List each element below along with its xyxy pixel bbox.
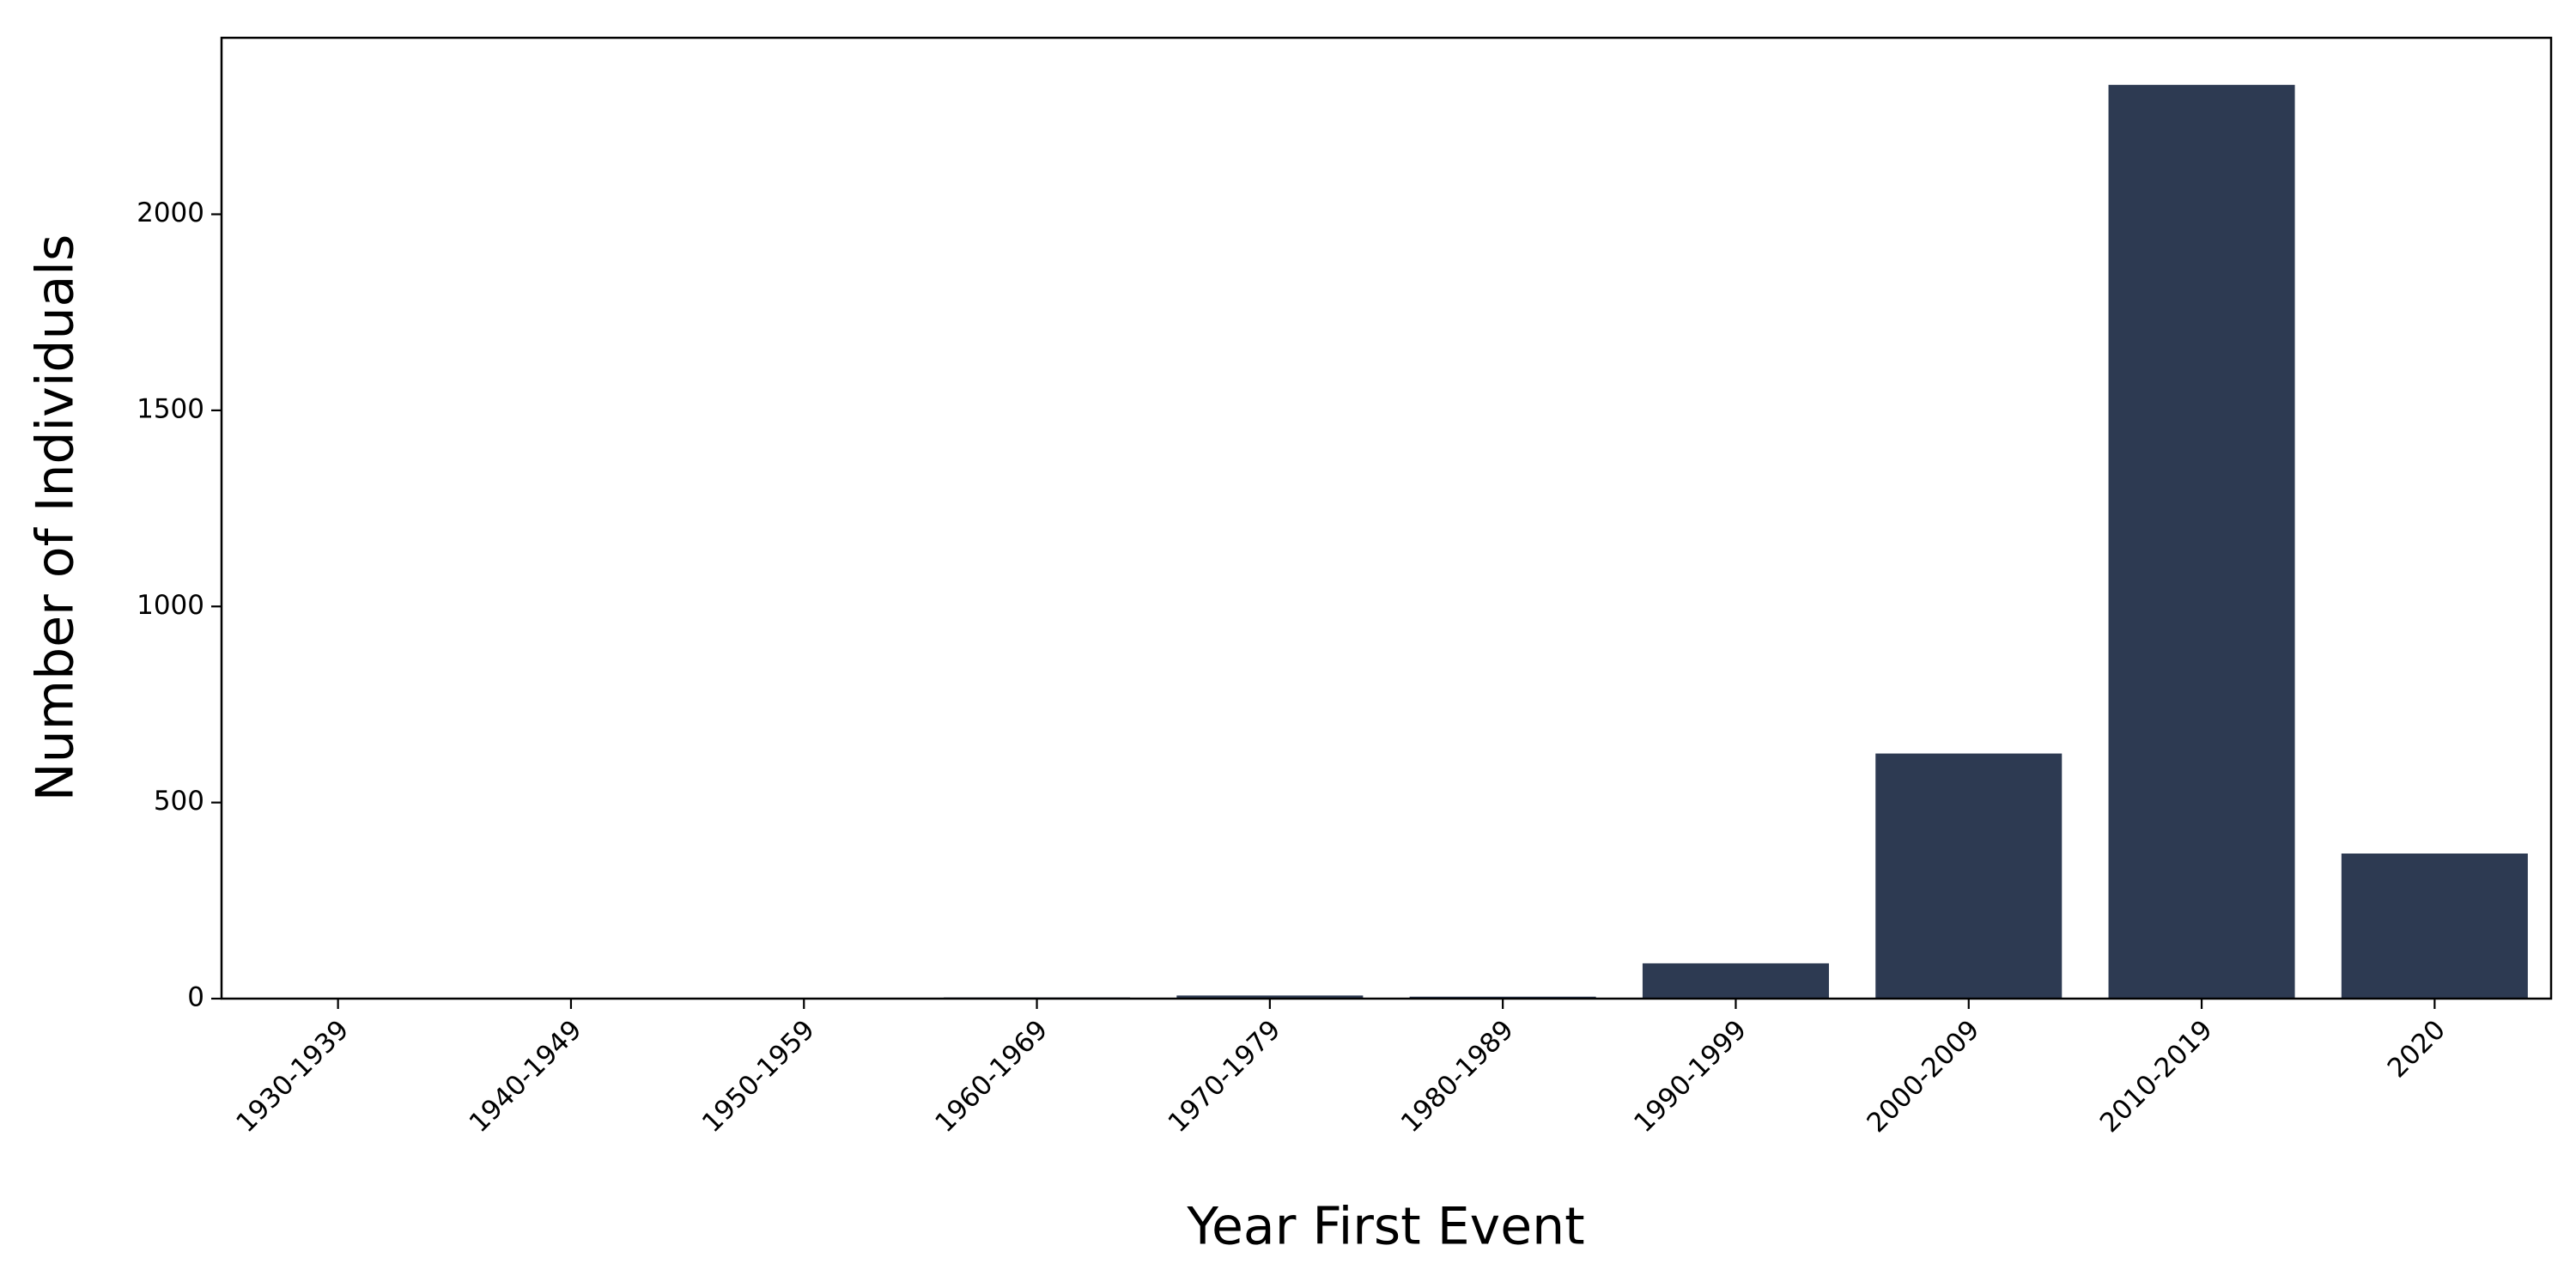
x-tick-label: 2010-2019: [2094, 1014, 2219, 1139]
x-tick-label: 1930-1939: [230, 1014, 355, 1139]
y-tick-label: 1500: [137, 393, 204, 424]
y-tick-label: 2000: [137, 197, 204, 228]
x-tick-label: 1980-1989: [1395, 1014, 1520, 1139]
y-tick-label: 0: [187, 982, 204, 1013]
x-tick-label: 1990-1999: [1628, 1014, 1753, 1139]
bar: [1875, 753, 2063, 999]
x-tick-label: 2000-2009: [1861, 1014, 1985, 1139]
bar: [2108, 84, 2295, 999]
bar: [1642, 963, 1829, 999]
x-tick-label: 2020: [2382, 1014, 2451, 1084]
y-tick-label: 500: [154, 786, 204, 817]
y-axis-label: Number of Individuals: [26, 234, 86, 801]
plot-frame: [220, 36, 2553, 1000]
x-tick-label: 1940-1949: [464, 1014, 588, 1139]
bar: [1176, 995, 1364, 999]
x-tick-label: 1960-1969: [929, 1014, 1054, 1139]
y-tick-label: 1000: [137, 590, 204, 621]
x-axis-label: Year First Event: [1186, 1197, 1584, 1257]
bar: [2341, 854, 2528, 999]
x-tick-label: 1950-1959: [696, 1014, 821, 1139]
x-tick-label: 1970-1979: [1163, 1014, 1287, 1139]
